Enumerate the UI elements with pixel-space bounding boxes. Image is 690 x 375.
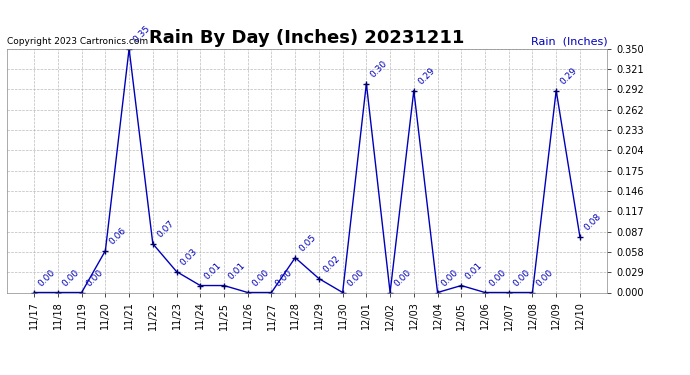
Text: 0.29: 0.29 xyxy=(416,66,437,86)
Text: 0.08: 0.08 xyxy=(582,212,603,232)
Text: 0.00: 0.00 xyxy=(345,268,366,288)
Text: 0.00: 0.00 xyxy=(393,268,413,288)
Text: 0.00: 0.00 xyxy=(60,268,81,288)
Text: 0.00: 0.00 xyxy=(511,268,532,288)
Text: 0.00: 0.00 xyxy=(84,268,105,288)
Text: 0.00: 0.00 xyxy=(535,268,555,288)
Text: 0.00: 0.00 xyxy=(487,268,508,288)
Title: Rain By Day (Inches) 20231211: Rain By Day (Inches) 20231211 xyxy=(149,29,465,47)
Text: 0.29: 0.29 xyxy=(559,66,579,86)
Text: 0.00: 0.00 xyxy=(274,268,295,288)
Text: 0.00: 0.00 xyxy=(250,268,270,288)
Text: 0.02: 0.02 xyxy=(322,254,342,274)
Text: 0.35: 0.35 xyxy=(132,24,152,45)
Text: 0.00: 0.00 xyxy=(37,268,57,288)
Text: 0.03: 0.03 xyxy=(179,247,199,267)
Text: 0.07: 0.07 xyxy=(155,219,176,240)
Text: 0.30: 0.30 xyxy=(368,59,389,80)
Text: Copyright 2023 Cartronics.com: Copyright 2023 Cartronics.com xyxy=(7,38,148,46)
Text: 0.05: 0.05 xyxy=(297,233,318,254)
Text: Rain  (Inches): Rain (Inches) xyxy=(531,36,607,46)
Text: 0.01: 0.01 xyxy=(203,261,224,281)
Text: 0.06: 0.06 xyxy=(108,226,128,246)
Text: 0.00: 0.00 xyxy=(440,268,460,288)
Text: 0.01: 0.01 xyxy=(464,261,484,281)
Text: 0.01: 0.01 xyxy=(226,261,247,281)
